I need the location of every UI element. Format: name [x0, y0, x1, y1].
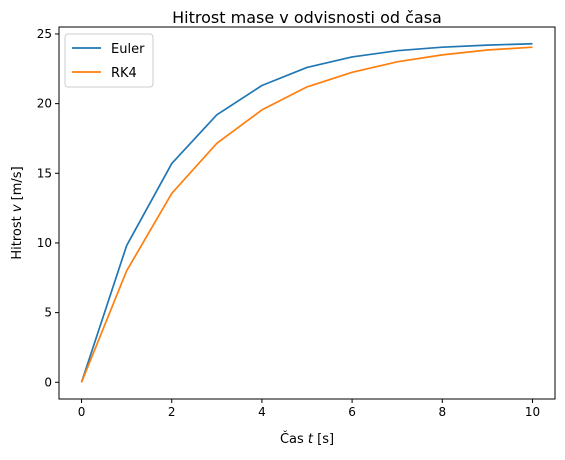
x-tick-label: 10 [525, 405, 540, 419]
x-tick-label: 8 [438, 405, 446, 419]
x-tick-label: 4 [258, 405, 266, 419]
legend-label-rk4: RK4 [111, 66, 137, 81]
y-tick-label: 25 [37, 27, 52, 41]
plot-frame [58, 26, 556, 400]
y-axis-label: Hitrost v [m/s] [10, 166, 25, 259]
legend: Euler RK4 [64, 33, 154, 88]
y-tick-label: 10 [37, 236, 52, 250]
y-tick-label: 5 [44, 306, 52, 320]
y-tick-label: 20 [37, 97, 52, 111]
x-tick-label: 2 [168, 405, 176, 419]
x-tick-label: 0 [78, 405, 86, 419]
legend-label-euler: Euler [111, 42, 145, 57]
series-line-rk4 [80, 46, 533, 383]
chart-title: Hitrost mase v odvisnosti od časa [172, 8, 442, 27]
y-tick-label: 0 [44, 375, 52, 389]
y-tick-label: 15 [37, 166, 52, 180]
x-tick-label: 6 [348, 405, 356, 419]
series-line-euler [80, 42, 533, 383]
x-axis-label: Čas t [s] [280, 431, 334, 447]
